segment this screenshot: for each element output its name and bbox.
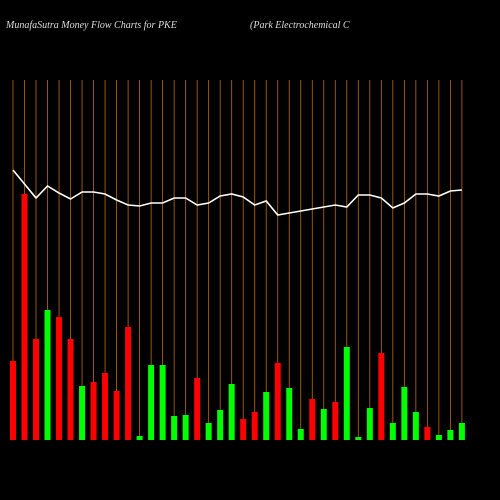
bar xyxy=(412,412,419,440)
bar xyxy=(458,423,465,440)
bar xyxy=(320,409,327,440)
bar xyxy=(205,423,212,440)
bar xyxy=(21,194,28,440)
bar xyxy=(194,378,201,440)
bar xyxy=(90,382,97,440)
bar xyxy=(171,416,178,440)
bar xyxy=(125,327,132,440)
bar xyxy=(79,386,86,440)
bar xyxy=(136,436,143,440)
bar xyxy=(343,347,350,440)
bar xyxy=(44,310,51,440)
bar xyxy=(251,412,258,440)
bar xyxy=(286,388,293,440)
bar xyxy=(389,423,396,440)
bar xyxy=(378,353,385,440)
bar xyxy=(274,363,281,440)
bar xyxy=(67,339,74,440)
bar xyxy=(424,427,431,440)
bar xyxy=(113,391,120,440)
bar xyxy=(217,410,224,440)
chart-title: MunafaSutra Money Flow Charts for PKE xyxy=(5,20,177,31)
flow-line xyxy=(12,169,462,216)
bar xyxy=(148,365,155,440)
bar xyxy=(355,437,362,440)
bar xyxy=(159,365,166,440)
bar xyxy=(56,317,63,440)
bar xyxy=(309,399,316,440)
bar xyxy=(366,408,373,440)
bar xyxy=(102,373,109,440)
chart-subtitle: (Park Electrochemical C xyxy=(250,20,350,31)
bar xyxy=(297,429,304,440)
bar xyxy=(10,361,16,440)
bar xyxy=(182,415,189,440)
bar xyxy=(447,430,454,440)
bar xyxy=(435,435,442,440)
bar xyxy=(332,402,339,440)
bar xyxy=(240,419,247,440)
bar xyxy=(263,392,270,440)
bar xyxy=(33,339,40,440)
bar xyxy=(228,384,235,440)
bar xyxy=(401,387,408,440)
